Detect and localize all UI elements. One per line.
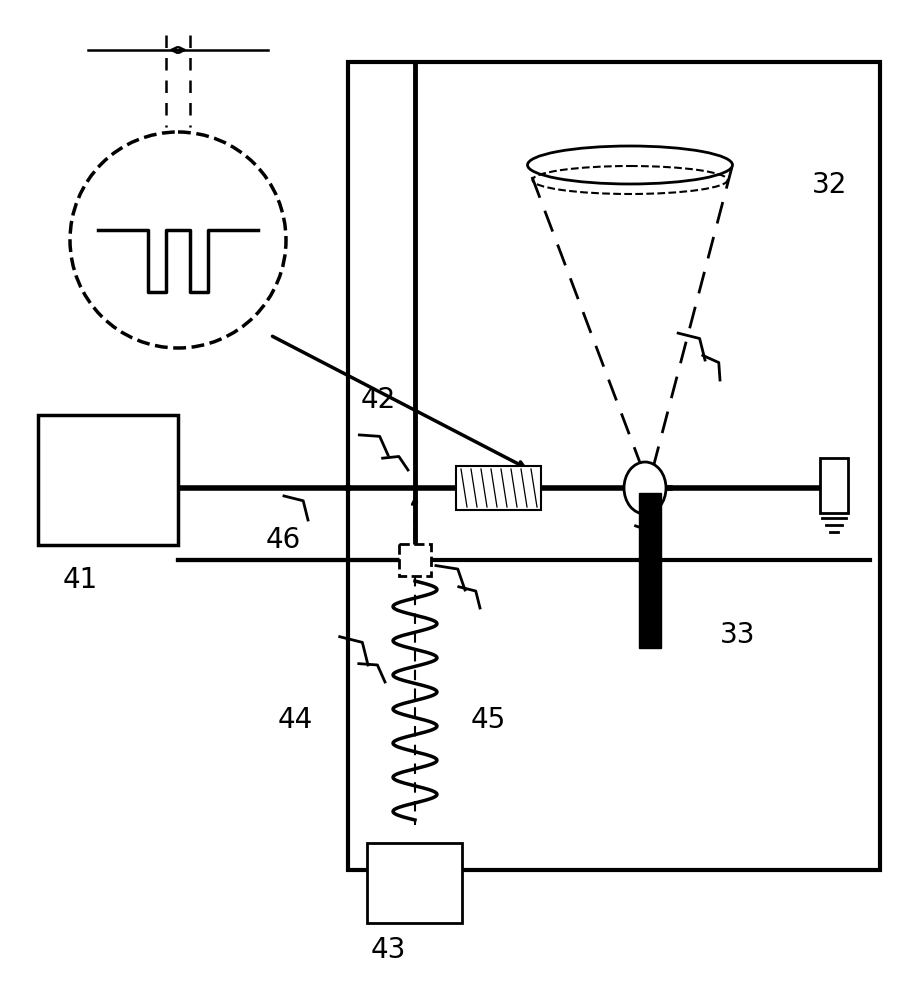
Bar	[820, 458, 848, 513]
Bar	[38, 415, 178, 545]
Text: 44: 44	[277, 706, 312, 734]
Bar	[348, 62, 880, 870]
Bar	[367, 843, 462, 923]
Bar	[639, 493, 661, 648]
Text: 45: 45	[471, 706, 506, 734]
Text: 46: 46	[265, 526, 300, 554]
Bar	[456, 466, 541, 510]
Text: 32: 32	[812, 171, 847, 199]
Bar	[399, 544, 431, 576]
Text: 42: 42	[360, 386, 396, 414]
Text: 33: 33	[720, 621, 756, 649]
Text: 41: 41	[63, 566, 98, 594]
Text: 43: 43	[370, 936, 405, 964]
Ellipse shape	[624, 462, 666, 514]
